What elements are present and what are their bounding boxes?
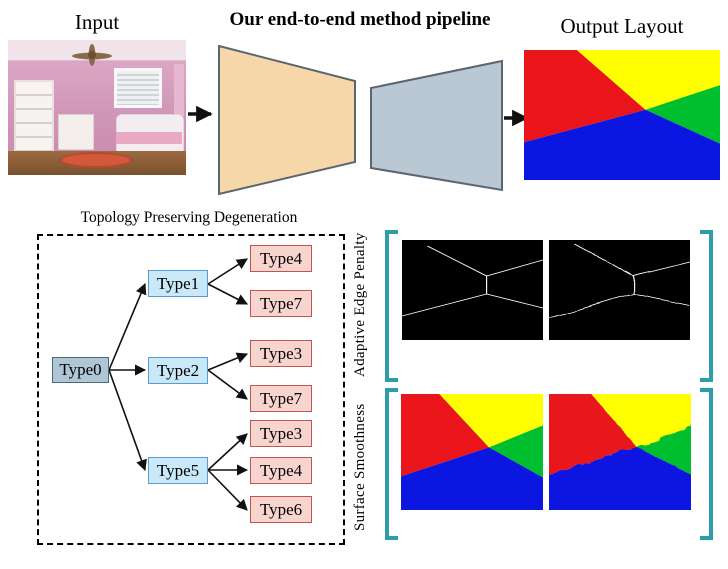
bracket-smooth-left [385,388,398,540]
photo-rug [60,152,132,168]
tree-node-type0: Type0 [52,357,109,383]
layout-image-smooth [401,394,543,510]
input-photo [8,40,186,175]
bracket-edge-left [385,230,398,382]
encoder-trapezoid [218,45,356,196]
photo-curtain [174,64,184,116]
tree-leaf-type3a: Type3 [250,340,312,367]
tree-leaf-type7b: Type7 [250,385,312,412]
tree-leaf-type4b: Type4 [250,457,312,484]
tree-node-type5: Type5 [148,457,208,484]
bracket-smooth-right [700,388,713,540]
tree-leaf-type6: Type6 [250,496,312,523]
photo-desk [58,114,94,150]
tree-leaf-type7a: Type7 [250,290,312,317]
tree-arrows [108,258,249,511]
degeneration-title: Topology Preserving Degeneration [80,209,298,226]
photo-ceiling [8,40,186,61]
layout-image-jagged [549,394,691,510]
tree-node-type2: Type2 [148,357,208,384]
edge-penalty-label: Adaptive Edge Penalty [352,232,368,378]
output-layout-label: Output Layout [560,14,684,38]
photo-blanket [116,132,182,144]
edge-map-image-1 [401,240,544,340]
bracket-edge-right [700,230,713,382]
pipeline-title: Our end-to-end method pipeline [229,9,491,30]
photo-bookshelf [14,80,54,154]
decoder-trapezoid [370,59,503,192]
edge-map-image-2 [548,240,691,340]
tree-leaf-type4a: Type4 [250,245,312,272]
arrow-input-to-encoder [188,105,213,123]
arrow-decoder-to-output [504,109,529,127]
ceiling-fan-icon [72,44,112,66]
tree-leaf-type3b: Type3 [250,420,312,447]
input-label: Input [74,10,120,34]
surface-smoothness-label: Surface Smoothness [352,403,368,531]
output-layout-image [524,50,720,180]
degeneration-tree: Type0 Type1 Type2 Type5 Type4 Type7 Type… [37,234,345,545]
photo-window [114,68,162,108]
tree-node-type1: Type1 [148,270,208,297]
